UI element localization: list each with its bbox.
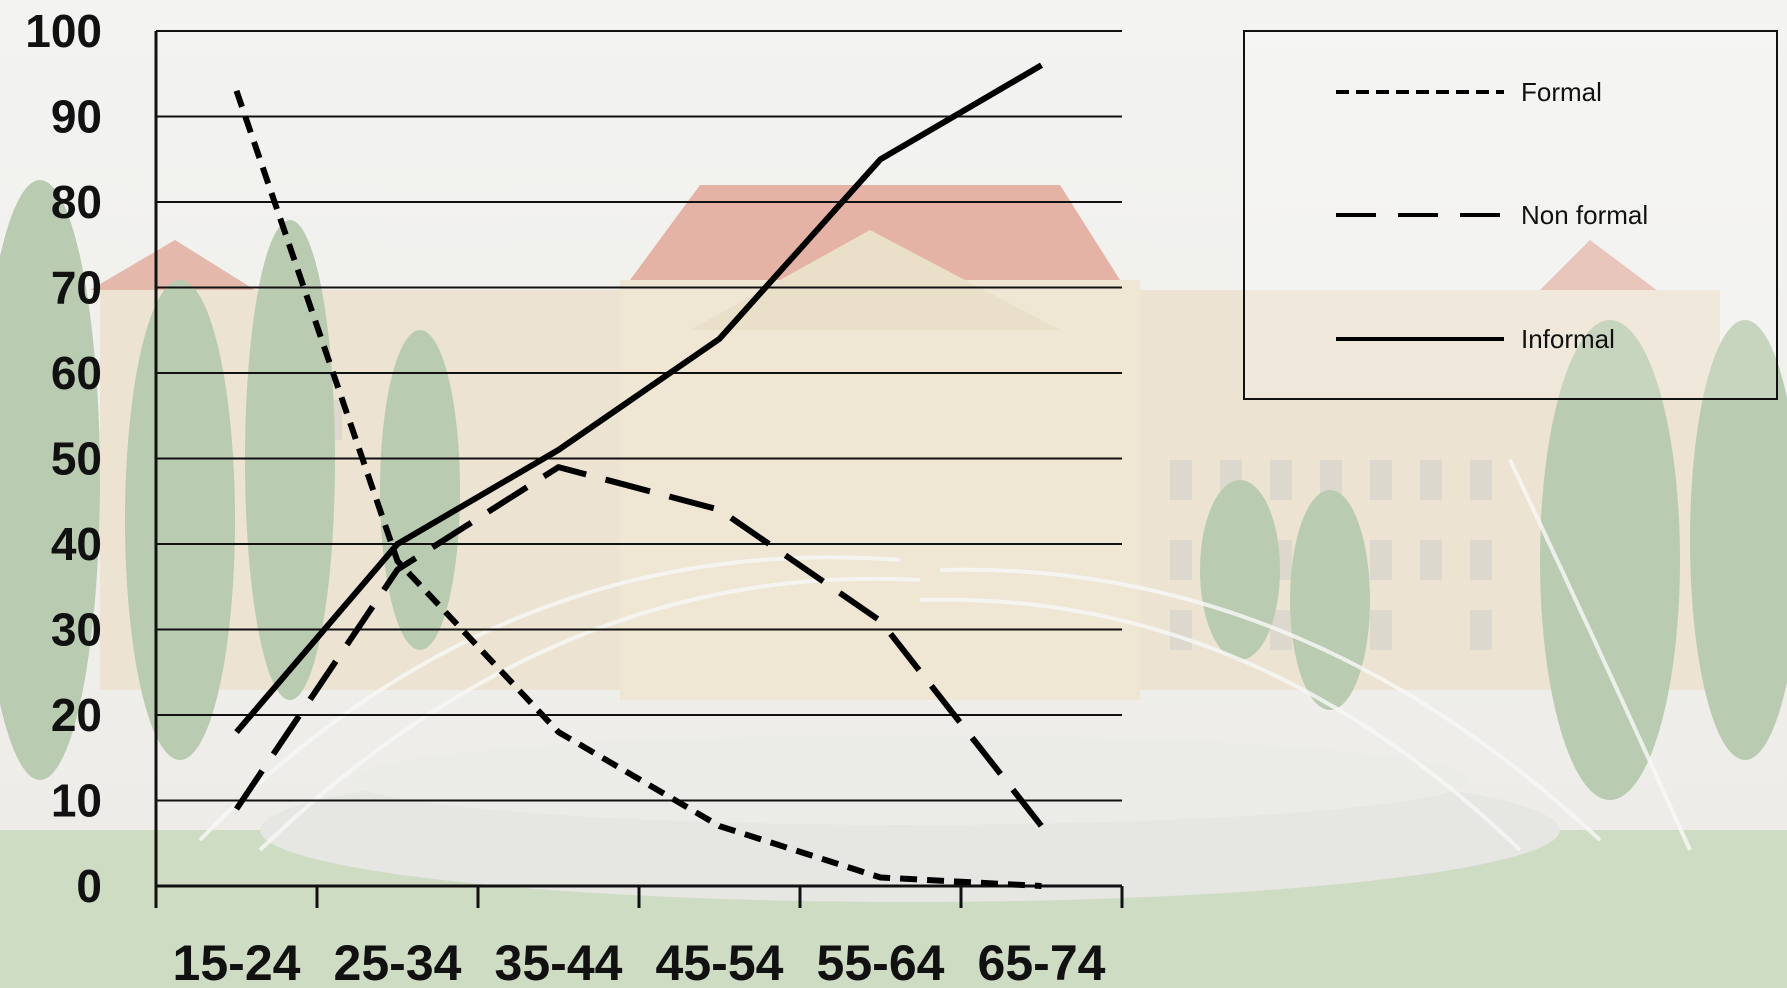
legend-label-formal: Formal bbox=[1521, 77, 1602, 107]
y-tick-label: 0 bbox=[76, 860, 102, 912]
y-tick-label: 30 bbox=[51, 604, 102, 656]
y-tick-label: 70 bbox=[51, 262, 102, 314]
y-tick-label: 40 bbox=[51, 518, 102, 570]
x-tick-label: 55-64 bbox=[817, 935, 945, 988]
y-axis-ticks: 0 10 20 30 40 50 60 70 80 90 100 bbox=[25, 5, 102, 912]
y-tick-label: 90 bbox=[51, 91, 102, 143]
x-tick-label: 35-44 bbox=[495, 935, 623, 988]
x-axis-ticks: 15-24 25-34 35-44 45-54 55-64 65-74 bbox=[154, 886, 1124, 988]
legend-label-informal: Informal bbox=[1521, 324, 1615, 354]
y-tick-label: 20 bbox=[51, 689, 102, 741]
series-line-non-formal bbox=[234, 464, 1044, 828]
x-tick-label: 65-74 bbox=[978, 935, 1106, 988]
y-tick-label: 10 bbox=[51, 775, 102, 827]
grid-lines bbox=[156, 30, 1122, 802]
series-line-informal bbox=[234, 62, 1044, 735]
series-line-formal bbox=[233, 89, 1042, 889]
y-tick-label: 60 bbox=[51, 347, 102, 399]
x-tick-label: 45-54 bbox=[656, 935, 784, 988]
series-lines bbox=[233, 62, 1044, 889]
y-tick-label: 50 bbox=[51, 433, 102, 485]
legend: Formal Non formal Informal bbox=[1243, 30, 1778, 400]
y-tick-label: 100 bbox=[25, 5, 102, 57]
legend-label-non-formal: Non formal bbox=[1521, 200, 1648, 230]
y-tick-label: 80 bbox=[51, 176, 102, 228]
x-tick-label: 25-34 bbox=[334, 935, 462, 988]
legend-box bbox=[1243, 30, 1778, 400]
x-tick-label: 15-24 bbox=[173, 935, 301, 988]
